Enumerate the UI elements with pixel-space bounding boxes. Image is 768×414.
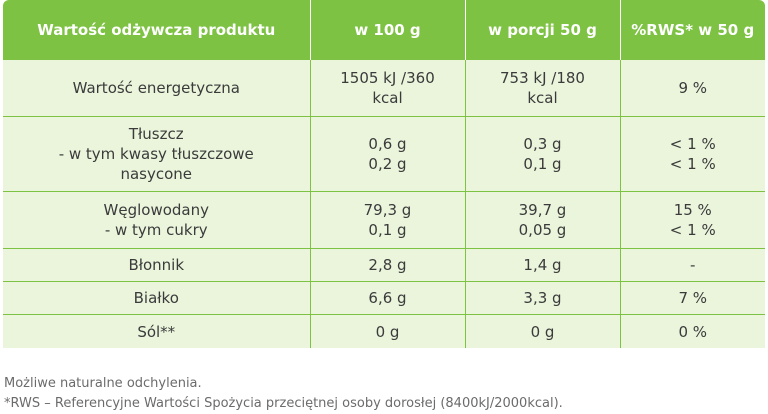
row-energy: Wartość energetyczna 1505 kJ /360 kcal 7… <box>3 60 765 117</box>
header-row: Wartość odżywcza produktu w 100 g w porc… <box>3 0 765 60</box>
value-rws: 15 % < 1 % <box>619 191 765 249</box>
value-per-portion: 3,3 g <box>464 281 620 315</box>
value-line: - <box>690 256 696 274</box>
header-per-100g: w 100 g <box>309 0 465 60</box>
nutrient-name: Wartość energetyczna <box>3 60 310 117</box>
value-line: 79,3 g <box>363 201 412 219</box>
row-salt: Sól** 0 g 0 g 0 % <box>3 314 765 348</box>
value-line: < 1 % <box>669 135 716 153</box>
value-line: 7 % <box>678 289 708 307</box>
header-nutrient: Wartość odżywcza produktu <box>3 0 310 60</box>
value-per-portion: 753 kJ /180 kcal <box>464 60 620 117</box>
header-rws: %RWS* w 50 g <box>619 0 765 60</box>
footnote-variation: Możliwe naturalne odchylenia. <box>4 376 202 391</box>
value-per-portion: 39,7 g 0,05 g <box>464 191 620 249</box>
value-line: < 1 % <box>669 221 716 239</box>
value-line: 2,8 g <box>368 256 407 274</box>
nutrient-name: Błonnik <box>3 248 310 282</box>
value-rws: - <box>619 248 765 282</box>
value-line: 0 g <box>530 322 555 341</box>
row-carbohydrates: Węglowodany - w tym cukry 79,3 g 0,1 g 3… <box>3 191 765 249</box>
value-line: 0,1 g <box>523 155 562 173</box>
footnote-rws: *RWS – Referencyjne Wartości Spożycia pr… <box>4 396 563 411</box>
value-line: kcal <box>372 89 403 107</box>
nutrient-name-line: nasycone <box>120 165 193 183</box>
nutrient-name: Tłuszcz - w tym kwasy tłuszczowe nasycon… <box>3 116 310 192</box>
value-per-100g: 6,6 g <box>309 281 465 315</box>
nutrient-name-line: - w tym cukry <box>104 221 208 239</box>
value-line: 0,6 g <box>368 135 407 153</box>
value-line: 3,3 g <box>523 289 562 307</box>
nutrient-name-line: - w tym kwasy tłuszczowe <box>58 145 254 163</box>
row-fat: Tłuszcz - w tym kwasy tłuszczowe nasycon… <box>3 116 765 192</box>
value-per-100g: 0,6 g 0,2 g <box>309 116 465 192</box>
nutrient-name-line: Wartość energetyczna <box>72 79 240 97</box>
value-per-100g: 2,8 g <box>309 248 465 282</box>
value-per-100g: 1505 kJ /360 kcal <box>309 60 465 117</box>
footnotes: Możliwe naturalne odchylenia. *RWS – Ref… <box>4 374 563 414</box>
value-per-portion: 1,4 g <box>464 248 620 282</box>
value-line: 1505 kJ /360 <box>340 69 435 87</box>
nutrient-name-line: Błonnik <box>128 256 185 274</box>
value-per-100g: 0 g <box>309 314 465 348</box>
nutrient-name: Węglowodany - w tym cukry <box>3 191 310 249</box>
value-line: 0,3 g <box>523 135 562 153</box>
value-line: 39,7 g <box>518 201 567 219</box>
value-rws: < 1 % < 1 % <box>619 116 765 192</box>
value-line: 0 g <box>375 322 400 341</box>
value-line: 15 % <box>673 201 712 219</box>
value-line: 1,4 g <box>523 256 562 274</box>
value-line: 0,1 g <box>368 221 407 239</box>
nutrient-name-line: Sól** <box>137 322 176 341</box>
nutrient-name-line: Białko <box>133 289 179 307</box>
nutrition-table: Wartość odżywcza produktu w 100 g w porc… <box>3 0 765 348</box>
value-line: 0,05 g <box>518 221 567 239</box>
value-line: 9 % <box>678 79 708 97</box>
value-line: 753 kJ /180 <box>500 69 585 87</box>
nutrient-name-line: Tłuszcz <box>128 125 184 143</box>
value-rws: 9 % <box>619 60 765 117</box>
nutrient-name-line: Węglowodany <box>103 201 209 219</box>
value-rws: 7 % <box>619 281 765 315</box>
value-line: 0,2 g <box>368 155 407 173</box>
value-per-portion: 0 g <box>464 314 620 348</box>
row-fiber: Błonnik 2,8 g 1,4 g - <box>3 248 765 282</box>
value-line: kcal <box>527 89 558 107</box>
value-line: 6,6 g <box>368 289 407 307</box>
nutrient-name: Sól** <box>3 314 310 348</box>
value-rws: 0 % <box>619 314 765 348</box>
header-per-portion: w porcji 50 g <box>464 0 620 60</box>
value-per-100g: 79,3 g 0,1 g <box>309 191 465 249</box>
row-protein: Białko 6,6 g 3,3 g 7 % <box>3 281 765 315</box>
value-line: 0 % <box>678 322 708 341</box>
value-line: < 1 % <box>669 155 716 173</box>
value-per-portion: 0,3 g 0,1 g <box>464 116 620 192</box>
nutrient-name: Białko <box>3 281 310 315</box>
